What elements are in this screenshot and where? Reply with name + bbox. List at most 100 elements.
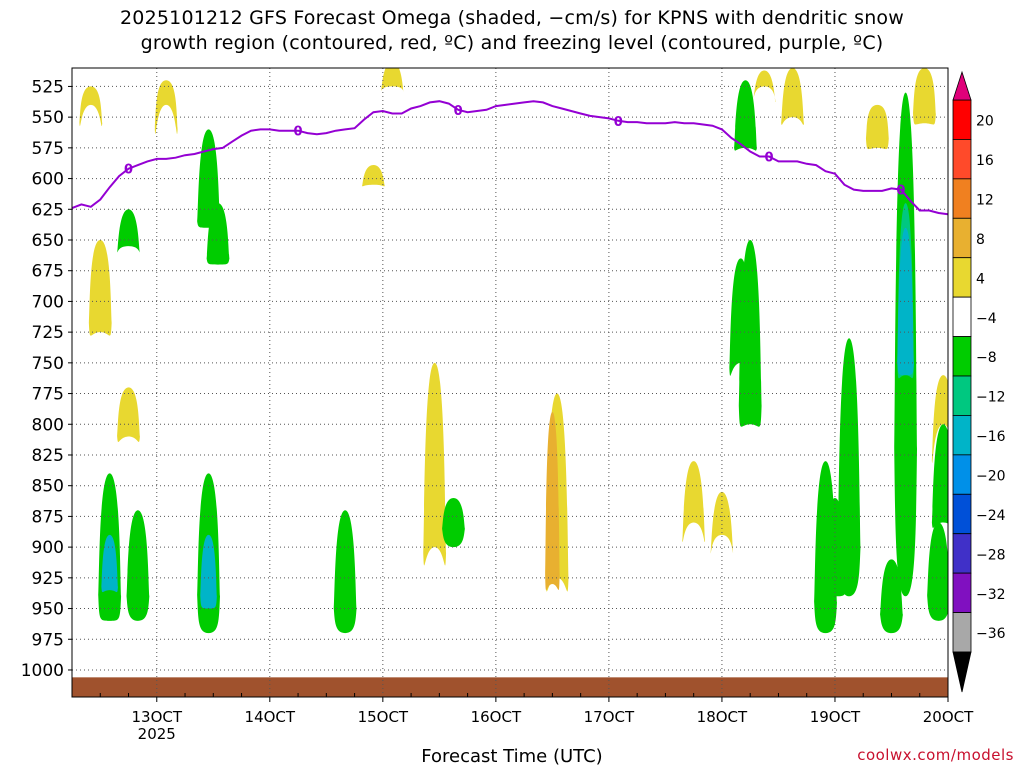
- x-tick-label: 18OCT: [697, 708, 748, 726]
- y-tick-label: 700: [32, 292, 64, 312]
- y-tick-label: 950: [32, 600, 64, 620]
- colorbar-label: 20: [976, 114, 994, 130]
- x-tick-label: 14OCT: [245, 708, 296, 726]
- y-tick-label: 625: [32, 200, 64, 220]
- y-tick-label: 800: [32, 415, 64, 435]
- axes: 525 550 575 600 625 650 675 700 725 750 775 800 825 8…: [21, 67, 974, 743]
- y-tick-label: 925: [32, 569, 64, 589]
- x-year-label: 2025: [138, 725, 176, 743]
- colorbar-swatch: [952, 415, 972, 456]
- freezing-level-label: 0: [294, 125, 303, 140]
- colorbar-swatch: [952, 336, 972, 377]
- x-tick-label: 16OCT: [471, 708, 522, 726]
- y-tick-label: 725: [32, 323, 64, 343]
- x-tick-label: 20OCT: [923, 708, 974, 726]
- omega-region: [931, 424, 948, 528]
- y-tick-label: 825: [32, 446, 64, 466]
- colorbar: 20 16 12 8 4 −4 −8 −12 −16 −20 −24 −28 −32 −36: [952, 70, 1006, 693]
- omega-region: [897, 227, 914, 376]
- freezing-level-line: [71, 100, 949, 216]
- x-tick-label: 19OCT: [810, 708, 861, 726]
- plot-area: [72, 68, 948, 697]
- freezing-level-label: 0: [124, 163, 133, 178]
- x-tick-label: 15OCT: [358, 708, 409, 726]
- omega-region: [154, 80, 178, 135]
- x-tick-label: 13OCT: [132, 708, 183, 726]
- omega-region: [423, 362, 447, 566]
- y-tick-label: 875: [32, 507, 64, 527]
- colorbar-label: −4: [976, 311, 997, 327]
- colorbar-label: −8: [976, 350, 997, 366]
- colorbar-swatch: [952, 99, 972, 140]
- omega-region: [206, 203, 230, 265]
- y-tick-label: 775: [32, 385, 64, 405]
- colorbar-swatch: [952, 296, 972, 337]
- omega-region: [442, 497, 465, 548]
- omega-region: [734, 80, 757, 151]
- colorbar-label: −20: [976, 468, 1006, 484]
- credit-text: coolwx.com/models: [857, 746, 1014, 764]
- omega-region: [545, 411, 560, 590]
- plot-frame: [71, 67, 949, 698]
- freezing-level-label: 0: [454, 104, 463, 119]
- colorbar-swatch: [952, 217, 972, 259]
- colorbar-swatch: [952, 572, 972, 613]
- omega-region: [931, 375, 948, 464]
- colorbar-swatch: [952, 139, 972, 180]
- omega-region: [101, 534, 118, 593]
- colorbar-swatch: [952, 533, 972, 574]
- omega-region: [865, 104, 889, 150]
- colorbar-label: 8: [976, 232, 985, 248]
- colorbar-swatch: [952, 454, 972, 495]
- omega-region: [79, 86, 103, 127]
- omega-region: [837, 338, 861, 597]
- omega-region: [682, 461, 706, 542]
- freezing-level-label: 0: [614, 115, 623, 130]
- colorbar-swatch: [952, 178, 972, 219]
- colorbar-swatch: [952, 612, 972, 653]
- y-tick-label: 525: [32, 77, 64, 97]
- y-tick-label: 550: [32, 108, 64, 128]
- colorbar-label: −32: [976, 587, 1006, 603]
- colorbar-label: −24: [976, 508, 1006, 524]
- omega-region: [710, 491, 734, 554]
- omega-region: [333, 510, 357, 634]
- chart-title: 2025101212 GFS Forecast Omega (shaded, −…: [0, 6, 1024, 56]
- omega-region: [88, 239, 112, 336]
- y-tick-label: 675: [32, 262, 64, 282]
- surface-strip: [72, 677, 948, 697]
- omega-region: [126, 510, 150, 621]
- omega-region: [927, 522, 948, 621]
- omega-region: [880, 559, 903, 634]
- y-tick-label: 900: [32, 538, 64, 558]
- omega-region: [913, 68, 936, 125]
- colorbar-label: 4: [976, 271, 985, 287]
- omega-region: [117, 209, 140, 253]
- colorbar-label: −12: [976, 390, 1006, 406]
- y-tick-label: 1000: [21, 661, 64, 681]
- colorbar-label: −16: [976, 429, 1006, 445]
- colorbar-label: −28: [976, 547, 1006, 563]
- x-tick-label: 17OCT: [584, 708, 635, 726]
- omega-region: [200, 534, 217, 609]
- omega-region: [738, 239, 762, 427]
- y-tick-label: 600: [32, 170, 64, 190]
- colorbar-swatch: [952, 493, 972, 535]
- title-line-1: 2025101212 GFS Forecast Omega (shaded, −…: [120, 7, 904, 29]
- x-axis-label: Forecast Time (UTC): [421, 746, 603, 767]
- omega-region: [117, 387, 140, 443]
- colorbar-top-arrow: [952, 70, 972, 101]
- y-tick-label: 575: [32, 139, 64, 159]
- colorbar-label: −36: [976, 626, 1006, 642]
- y-tick-label: 650: [32, 231, 64, 251]
- colorbar-swatch: [952, 375, 972, 416]
- omega-region: [781, 68, 804, 126]
- omega-region: [380, 68, 404, 92]
- omega-region: [362, 165, 385, 187]
- freezing-level-label: 0: [765, 150, 774, 165]
- y-tick-label: 975: [32, 630, 64, 650]
- y-tick-label: 750: [32, 354, 64, 374]
- freezing-level-label: 0: [896, 184, 905, 199]
- title-line-2: growth region (contoured, red, ºC) and f…: [140, 32, 884, 54]
